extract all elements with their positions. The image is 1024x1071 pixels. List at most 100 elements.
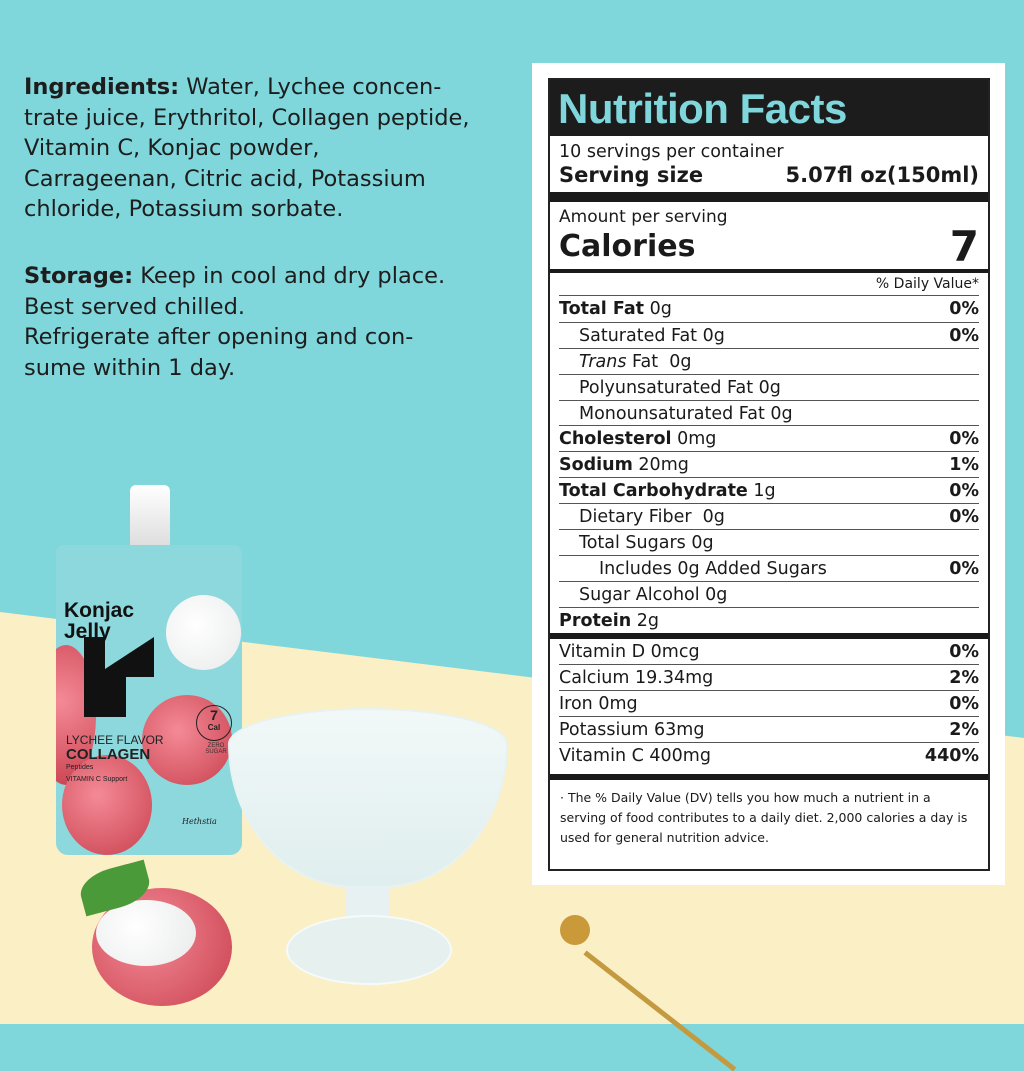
- nutrient-daily-value: 0%: [949, 429, 979, 450]
- nutrient-name: Sodium: [559, 455, 633, 476]
- brand-name: Jelly: [64, 620, 111, 643]
- storage-line: Refrigerate after opening and con-: [24, 324, 414, 350]
- pouch-cap: [130, 485, 170, 547]
- nutrient-amount: Fat 0g: [626, 351, 692, 372]
- nutrition-title: Nutrition Facts: [550, 80, 988, 136]
- serving-size-label: Serving size: [559, 163, 704, 187]
- vitamin-label: Calcium 19.34mg: [559, 668, 714, 689]
- nutrient-label: Monounsaturated Fat 0g: [559, 401, 793, 426]
- nutrient-label: Cholesterol 0mg: [559, 426, 716, 451]
- calories-value: 7: [949, 222, 979, 271]
- flavor-text: LYCHEE FLAVOR: [66, 733, 164, 747]
- nutrient-amount: Total Sugars 0g: [579, 533, 714, 554]
- servings-per-container: 10 servings per container: [559, 142, 784, 162]
- nutrient-label: Polyunsaturated Fat 0g: [559, 375, 781, 400]
- nutrient-name: Total Fat: [559, 299, 645, 319]
- vitamin-label: Vitamin D 0mcg: [559, 641, 700, 662]
- collagen-text: COLLAGEN: [66, 746, 151, 763]
- nutrient-amount: Polyunsaturated Fat 0g: [579, 377, 781, 398]
- nutrient-row: Monounsaturated Fat 0g: [559, 399, 979, 426]
- nutrient-daily-value: 0%: [949, 507, 979, 528]
- storage-label: Storage:: [24, 263, 134, 289]
- ingredients-text: Ingredients: Water, Lychee concen- trate…: [24, 72, 470, 225]
- ingredients-line: Vitamin C, Konjac powder,: [24, 135, 320, 161]
- vitamin-daily-value: 0%: [949, 694, 979, 715]
- nutrient-row: Includes 0g Added Sugars 0%: [559, 554, 979, 581]
- amount-per-serving: Amount per serving: [559, 207, 728, 227]
- nutrient-row: Protein 2g: [559, 606, 979, 633]
- nutrient-label: Dietary Fiber 0g: [559, 504, 725, 529]
- storage-text: Storage: Keep in cool and dry place. Bes…: [24, 261, 445, 383]
- brand-name: Konjac: [64, 599, 135, 622]
- nutrient-name: Total Carbohydrate: [559, 481, 748, 502]
- daily-value-header: % Daily Value*: [559, 273, 979, 296]
- nutrient-label: Total Sugars 0g: [559, 530, 714, 555]
- ingredients-line: trate juice, Erythritol, Collagen peptid…: [24, 104, 470, 131]
- nutrient-daily-value: 0%: [949, 558, 979, 579]
- nutrient-label: Saturated Fat 0g: [559, 323, 725, 348]
- nutrient-daily-value: 1%: [949, 455, 979, 476]
- ingredients-line: Carrageenan, Citric acid, Potassium: [24, 165, 426, 192]
- nutrient-amount: 20mg: [632, 455, 689, 476]
- vitamin-label: Iron 0mg: [559, 694, 638, 715]
- nutrient-row: Polyunsaturated Fat 0g: [559, 373, 979, 400]
- zero-sugar-text: ZERO SUGAR: [205, 743, 227, 755]
- storage-line: Keep in cool and dry place.: [133, 263, 446, 289]
- nutrient-label: Total Fat 0g: [559, 296, 672, 322]
- nutrient-amount: 2g: [631, 610, 659, 631]
- calories-row: Calories 7: [559, 222, 979, 271]
- vitamin-row: Vitamin C 400mg 440%: [559, 742, 979, 768]
- vitamin-daily-value: 2%: [949, 668, 979, 689]
- vitamin-row: Calcium 19.34mg 2%: [559, 664, 979, 690]
- nutrient-label: Protein 2g: [559, 608, 659, 633]
- nutrient-row: Total Fat 0g 0%: [559, 296, 979, 322]
- vitamin-row: Vitamin D 0mcg 0%: [559, 639, 979, 665]
- peptides-text: Peptides: [66, 764, 94, 771]
- vitamin-daily-value: 2%: [949, 720, 979, 741]
- badge-unit: Cal: [207, 723, 221, 732]
- maker-logo: Hethstia: [182, 817, 217, 826]
- vitamin-daily-value: 0%: [949, 641, 979, 662]
- vitamin-row: Iron 0mg 0%: [559, 690, 979, 716]
- footnote: · The % Daily Value (DV) tells you how m…: [550, 774, 988, 856]
- nutrient-daily-value: 0%: [949, 325, 979, 346]
- nutrient-amount: Includes 0g Added Sugars: [599, 558, 827, 579]
- ingredients-line: chloride, Potassium sorbate.: [24, 196, 344, 222]
- calorie-badge: 7 Cal: [196, 705, 232, 741]
- nutrient-row: Sugar Alcohol 0g: [559, 580, 979, 607]
- serving-size-value: 5.07fl oz(150ml): [785, 163, 979, 187]
- storage-line: Best served chilled.: [24, 293, 246, 320]
- nutrient-label: Sugar Alcohol 0g: [559, 582, 727, 607]
- vitamin-c-text: VITAMIN C Support: [66, 776, 128, 783]
- nutrition-facts-label: Nutrition Facts 10 servings per containe…: [548, 78, 990, 871]
- nutrient-amount: Monounsaturated Fat 0g: [579, 403, 793, 424]
- nutrient-row: Dietary Fiber 0g 0%: [559, 503, 979, 529]
- vitamin-label: Potassium 63mg: [559, 720, 705, 741]
- product-pouch: Konjac Jelly LYCHEE FLAVOR COLLAGEN Pepti…: [56, 545, 242, 855]
- nutrient-row: Total Sugars 0g: [559, 529, 979, 555]
- nutrient-label: Sodium 20mg: [559, 452, 689, 477]
- nutrient-row: Sodium 20mg 1%: [559, 451, 979, 477]
- nutrient-amount: Sugar Alcohol 0g: [579, 584, 728, 605]
- badge-number: 7: [210, 707, 218, 723]
- vitamin-label: Vitamin C 400mg: [559, 746, 711, 767]
- nutrient-row: Trans Fat 0g: [559, 347, 979, 374]
- calories-label: Calories: [559, 229, 696, 264]
- glass-base: [286, 915, 452, 985]
- nutrient-label: Trans Fat 0g: [559, 349, 691, 374]
- nutrient-amount: Saturated Fat 0g: [579, 325, 725, 346]
- nutrient-row: Saturated Fat 0g 0%: [559, 321, 979, 348]
- storage-line: sume within 1 day.: [24, 354, 236, 381]
- ingredients-label: Ingredients:: [24, 74, 180, 100]
- nutrient-daily-value: 0%: [949, 481, 979, 502]
- nutrient-amount: 0mg: [671, 429, 717, 450]
- vitamin-row: Potassium 63mg 2%: [559, 716, 979, 742]
- nutrient-italic: Trans: [579, 351, 627, 372]
- flower-spoon: [560, 915, 590, 945]
- brand-logo: [84, 637, 154, 717]
- nutrient-row: Cholesterol 0mg 0%: [559, 425, 979, 451]
- nutrient-name: Protein: [559, 610, 632, 631]
- nutrient-amount: 1g: [747, 481, 776, 502]
- vitamin-daily-value: 440%: [924, 746, 979, 767]
- ingredients-line: Water, Lychee concen-: [179, 74, 442, 100]
